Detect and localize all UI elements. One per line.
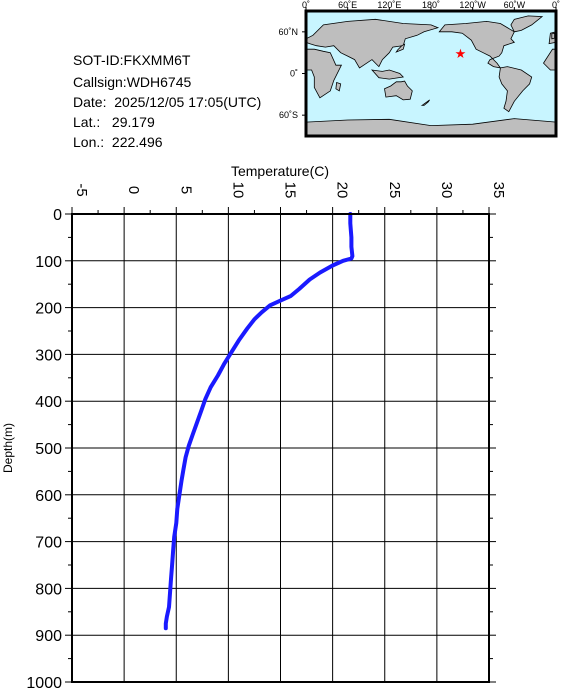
map-ticks (302, 7, 557, 116)
island-indonesia (370, 69, 405, 80)
temperature-profile-line (163, 212, 355, 631)
y-tick-label-2: 200 (35, 301, 62, 318)
location-marker: ★ (455, 46, 467, 61)
latitude-label: Lat.: 29.179 (73, 114, 155, 130)
continent-greenland (510, 15, 544, 33)
map-lon-label-6: 0˚ (552, 0, 560, 10)
y-tick-label-3: 300 (35, 347, 62, 364)
sot-id-label: SOT-ID:FKXMM6T (73, 52, 191, 68)
x-tick-label-2: 5 (177, 186, 194, 194)
continent-australia (384, 80, 413, 101)
x-axis-label: Temperature(C) (231, 163, 329, 179)
chart-grid (71, 213, 490, 683)
longitude-label: Lon.: 222.496 (73, 134, 163, 150)
y-tick-label-1: 100 (35, 254, 62, 271)
map-lon-label-5: 60˚W (504, 0, 526, 10)
island-new-zealand (420, 99, 430, 106)
x-tick-label-5: 20 (334, 182, 351, 199)
continent-africa (305, 48, 343, 99)
continent-eurasia (305, 18, 440, 69)
callsign-label: Callsign:WDH6745 (73, 74, 192, 90)
map-lon-label-2: 120˚E (377, 0, 401, 10)
y-axis-label: Depth(m) (1, 423, 15, 473)
map-lat-label-0: 60˚N (278, 27, 298, 37)
x-tick-label-7: 30 (438, 182, 455, 199)
map-lon-label-4: 120˚W (459, 0, 486, 10)
x-tick-label-4: 15 (282, 182, 299, 199)
map-lat-label-2: 60˚S (279, 110, 298, 120)
y-tick-label-7: 700 (35, 535, 62, 552)
x-tick-label-6: 25 (386, 182, 403, 199)
x-tick-label-1: 0 (125, 186, 142, 194)
map-lon-label-3: 180˚ (422, 0, 440, 10)
continent-south-america (498, 66, 533, 113)
continent-north-america (438, 20, 516, 69)
map-lon-label-0: 0˚ (302, 0, 310, 10)
map-lon-label-1: 60˚E (338, 0, 357, 10)
island-japan (395, 43, 406, 53)
y-tick-label-0: 0 (53, 207, 62, 224)
map-land (305, 15, 557, 137)
y-tick-label-6: 600 (35, 488, 62, 505)
y-tick-label-8: 800 (35, 581, 62, 598)
x-tick-label-8: 35 (490, 182, 507, 199)
axis-ticks (65, 207, 496, 683)
y-tick-label-9: 900 (35, 628, 62, 645)
date-label: Date: 2025/12/05 17:05(UTC) (73, 94, 262, 110)
map-lat-label-1: 0˚ (290, 69, 298, 79)
y-tick-label-5: 500 (35, 441, 62, 458)
x-tick-label-0: -5 (73, 183, 90, 196)
x-tick-label-3: 10 (229, 182, 246, 199)
island-madagascar (335, 81, 342, 92)
y-tick-label-4: 400 (35, 394, 62, 411)
y-tick-label-10: 1000 (26, 675, 62, 690)
